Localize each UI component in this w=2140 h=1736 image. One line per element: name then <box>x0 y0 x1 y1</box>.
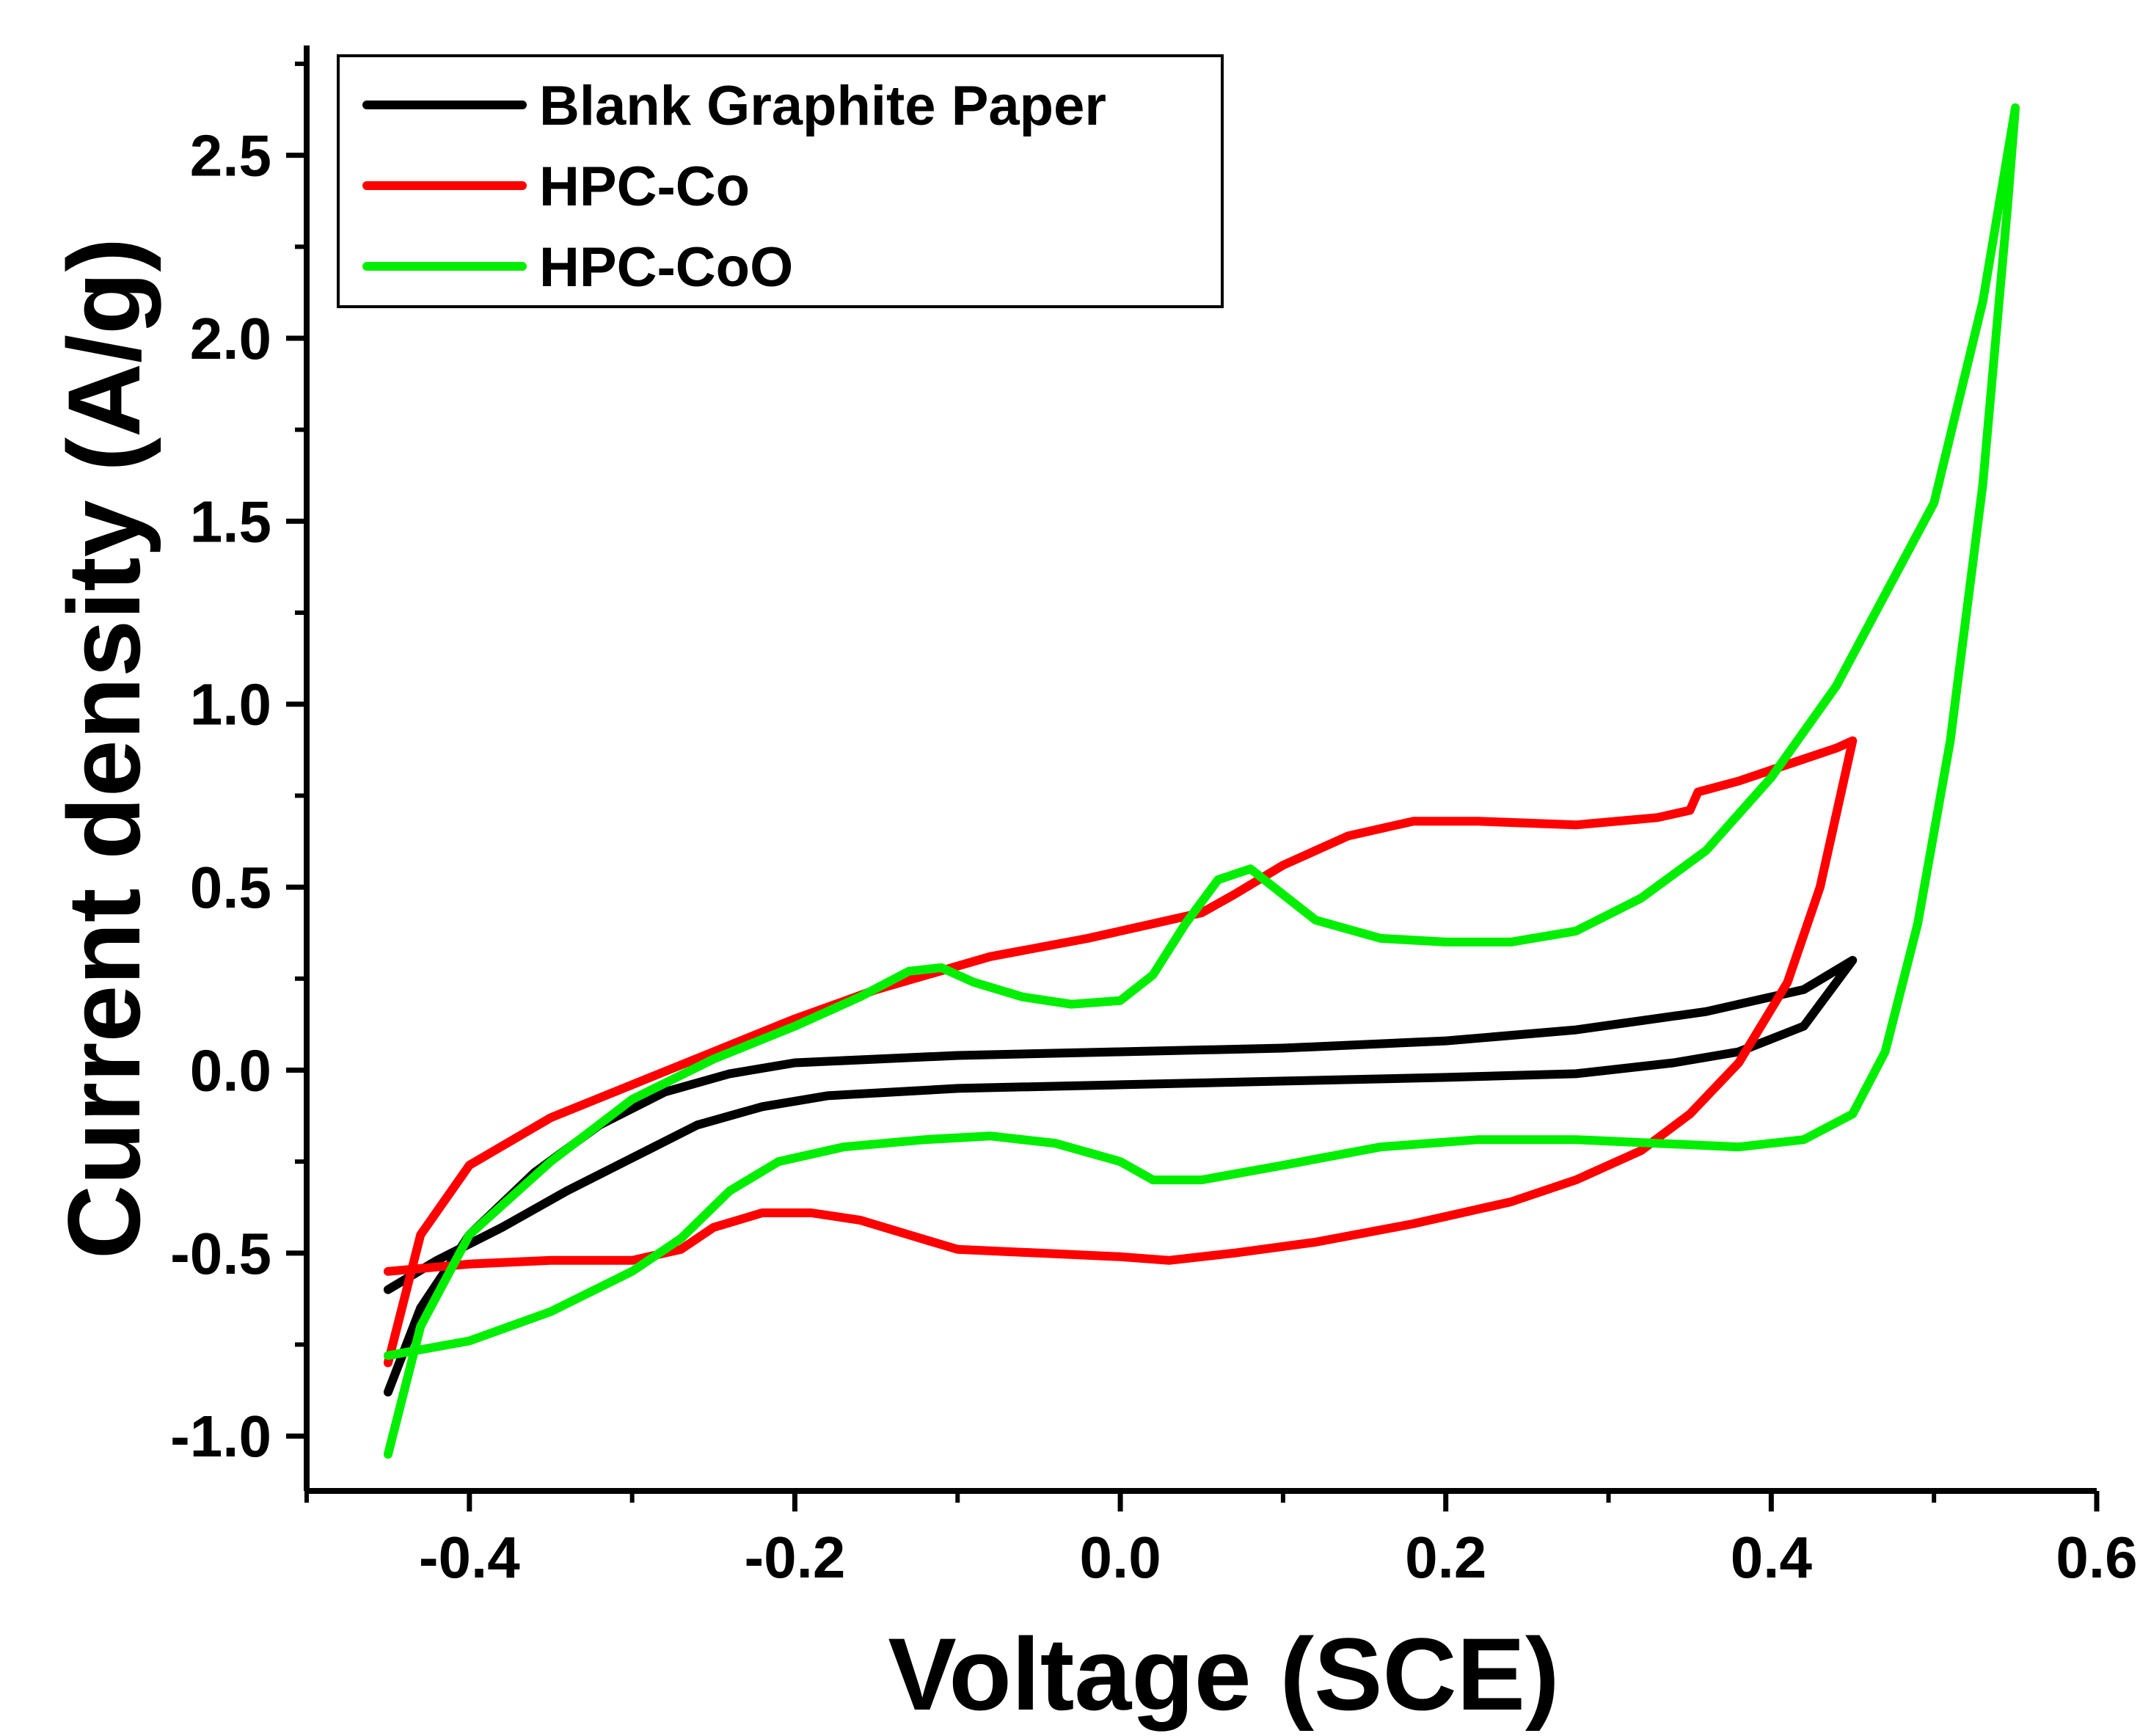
series-line-2 <box>383 103 2020 1459</box>
y-axis-title: Current density (A/g) <box>46 238 161 1259</box>
legend-label-2: HPC-CoO <box>539 236 793 299</box>
y-tick-label: 2.5 <box>190 123 271 189</box>
y-tick-label: -1.0 <box>170 1404 271 1469</box>
legend-label-1: HPC-Co <box>539 156 750 218</box>
x-tick-label: -0.2 <box>745 1525 846 1590</box>
series-line-0 <box>383 955 1858 1397</box>
y-tick-label: 0.5 <box>190 855 271 920</box>
y-tick-label: 0.0 <box>190 1037 271 1103</box>
y-tick-label: 2.0 <box>190 306 271 371</box>
y-tick-label: 1.0 <box>190 672 271 737</box>
x-tick-label: 0.4 <box>1731 1525 1813 1590</box>
legend: Blank Graphite Paper HPC-Co HPC-CoO <box>337 54 1224 308</box>
legend-label-0: Blank Graphite Paper <box>539 75 1106 137</box>
axes-layer <box>304 45 2097 1494</box>
x-tick-label: -0.4 <box>419 1525 520 1590</box>
y-tick-label: 1.5 <box>190 489 271 554</box>
series-layer <box>383 103 2020 1459</box>
x-axis-title: Voltage (SCE) <box>888 1616 1559 1732</box>
x-tick-label: 0.6 <box>2056 1525 2137 1590</box>
series-line-1 <box>383 736 1858 1368</box>
x-tick-label: 0.0 <box>1079 1525 1161 1590</box>
ticks-layer: -0.4 -0.2 0.0 0.2 0.4 0.6 -1.0 -0.5 0.0 0.5 1.0 1.5… <box>170 61 2138 1590</box>
y-tick-label: -0.5 <box>170 1221 271 1286</box>
x-tick-label: 0.2 <box>1405 1525 1486 1590</box>
